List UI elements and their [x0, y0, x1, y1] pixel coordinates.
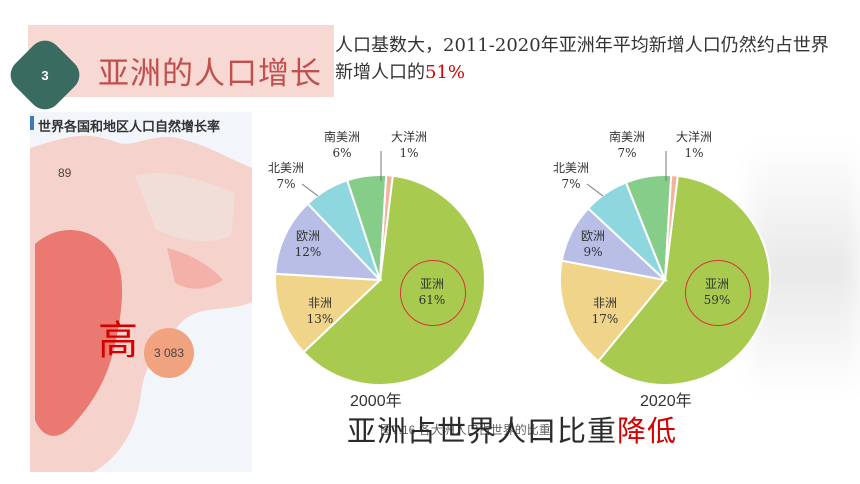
pie-leader-line-1 [301, 183, 319, 197]
emphasis-high: 高 [98, 318, 138, 364]
map-graphic [30, 135, 252, 472]
title-band [28, 25, 334, 97]
pie-label-0-5: 大洋洲 1% [390, 130, 428, 160]
year-label-2020: 2020年 [640, 393, 692, 410]
pie-label-0-4: 南美洲 6% [323, 130, 361, 160]
pie-label-1-1: 非洲 17% [591, 296, 619, 326]
pie-slice-1-0 [596, 174, 771, 386]
pie-slice-0-5 [379, 174, 394, 281]
slide-title: 亚洲的人口增长 [98, 56, 322, 92]
section-number: 3 [41, 67, 49, 83]
map-value-89: 89 [58, 166, 72, 180]
pie-slice-1-1 [559, 259, 667, 363]
pie-slice-0-2 [274, 202, 383, 282]
year-label-2000: 2000年 [350, 393, 402, 410]
pie-label-1-5: 大洋洲 1% [675, 130, 713, 160]
bottom-sentence-prefix: 亚洲占世界人口比重 [347, 414, 618, 448]
pie-label-0-1: 非洲 13% [306, 296, 334, 326]
pie-label-0-2: 欧洲 12% [294, 229, 322, 259]
pie-leader-line-3 [586, 183, 604, 197]
figure-caption: 图7.16 各大洲人口占世界的比重 [380, 423, 551, 437]
pie-slice-0-1 [274, 272, 383, 354]
pie-label-1-3: 北美洲 7% [552, 161, 590, 191]
pie-label-0-3: 北美洲 7% [267, 161, 305, 191]
intro-percentage: 51% [425, 62, 466, 83]
pie-label-1-2: 欧洲 9% [580, 229, 606, 259]
pie-label-1-4: 南美洲 7% [608, 130, 646, 160]
pie-slice-1-5 [664, 174, 679, 281]
population-bubble: 3 083 [144, 328, 194, 378]
world-map [30, 112, 252, 472]
intro-main: 人口基数大，2011-2020年亚洲年平均新增人口仍然约占世界新增人口的 [335, 35, 829, 83]
bottom-sentence-highlight: 降低 [617, 414, 678, 448]
intro-text: 人口基数大，2011-2020年亚洲年平均新增人口仍然约占世界新增人口的51% [335, 32, 845, 86]
map-title: 世界各国和地区人口自然增长率 [29, 116, 220, 135]
bottom-sentence: 亚洲占世界人口比重降低 [347, 408, 677, 450]
asia-highlight-circle-1 [685, 260, 751, 326]
asia-highlight-circle-0 [400, 260, 466, 326]
pie-slice-0-0 [302, 174, 486, 386]
